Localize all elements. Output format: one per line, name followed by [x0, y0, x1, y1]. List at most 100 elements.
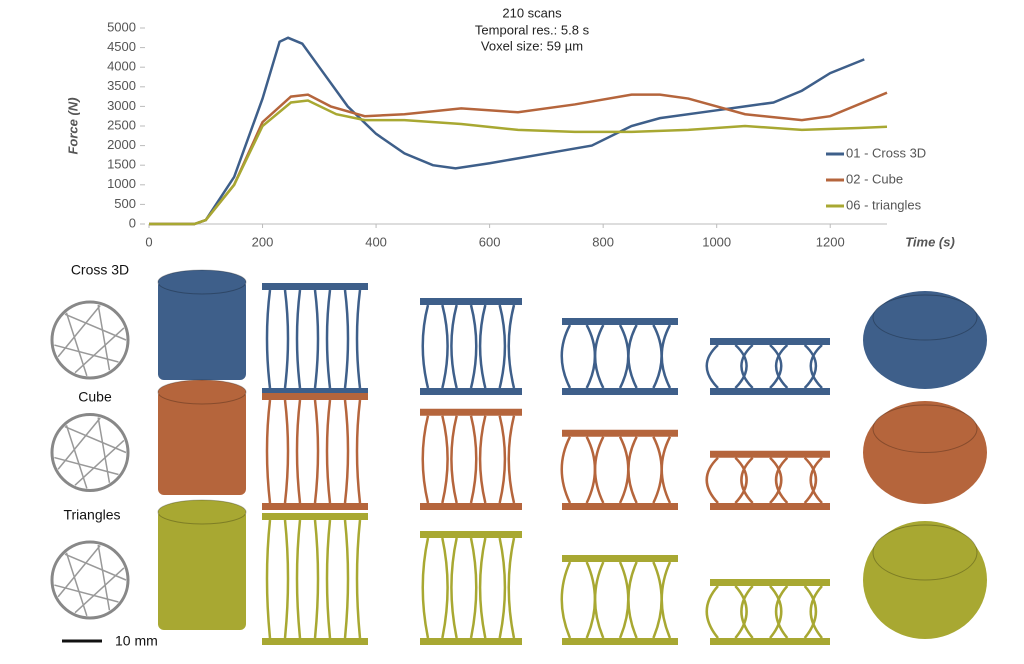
y-tick-label: 2500 [107, 117, 136, 132]
line [149, 99, 888, 226]
strut [325, 289, 332, 389]
cross-section-strut [97, 417, 111, 483]
legend-label: 01 - Cross 3D [846, 145, 926, 160]
plate [420, 503, 522, 510]
specimen [158, 390, 246, 495]
annotation: 210 scans [502, 5, 562, 20]
specimen [158, 280, 246, 380]
strut [421, 537, 430, 639]
plate [262, 513, 368, 520]
scale-bar-label: 10 mm [115, 633, 158, 649]
strut [585, 436, 597, 504]
strut [343, 519, 350, 639]
plate [420, 531, 522, 538]
strut [660, 436, 672, 504]
y-tick-label: 500 [114, 196, 136, 211]
y-tick-label: 5000 [107, 19, 136, 34]
strut [295, 289, 302, 389]
plate [710, 579, 830, 586]
plate [710, 450, 830, 458]
strut [774, 585, 789, 639]
strut [627, 436, 638, 504]
x-tick-label: 600 [479, 234, 501, 249]
strut [652, 436, 663, 504]
cross-section-strut [65, 312, 88, 377]
strut [769, 456, 783, 504]
strut [734, 344, 748, 389]
strut [441, 304, 449, 389]
y-tick-label: 1000 [107, 176, 136, 191]
strut [618, 561, 630, 639]
strut [343, 399, 350, 504]
y-tick-label: 4500 [107, 39, 136, 54]
crushed-specimen-top [872, 524, 978, 581]
strut [705, 585, 719, 639]
strut [660, 561, 672, 639]
strut [469, 537, 478, 639]
plate [420, 388, 522, 395]
strut [560, 324, 572, 389]
strut [313, 289, 320, 389]
annotation: Temporal res.: 5.8 s [475, 22, 590, 37]
row-label: Cross 3D [71, 262, 129, 278]
strut [585, 561, 597, 639]
strut [618, 436, 630, 504]
plate [262, 283, 368, 290]
strut [283, 399, 290, 504]
strut [265, 399, 272, 504]
line [149, 36, 865, 226]
plate [420, 298, 522, 305]
strut [740, 585, 754, 639]
cross-section-strut [65, 552, 88, 617]
crushed-specimen-top [872, 404, 978, 453]
plate [710, 338, 830, 345]
strut [450, 537, 458, 639]
strut [593, 324, 605, 389]
cross-section [50, 413, 130, 492]
strut [627, 324, 638, 389]
plate [710, 388, 830, 395]
specimen [158, 510, 246, 630]
y-tick-label: 2000 [107, 137, 136, 152]
strut [498, 415, 507, 504]
plate [562, 638, 678, 645]
strut [283, 519, 290, 639]
plate [562, 429, 678, 437]
cross-section-strut [54, 584, 119, 603]
legend-label: 02 - Cube [846, 171, 903, 186]
strut [618, 324, 630, 389]
legend-label: 06 - triangles [846, 197, 922, 212]
strut [507, 537, 516, 639]
strut [705, 456, 719, 504]
crushed-specimen-top [872, 294, 978, 341]
strut [734, 585, 748, 639]
strut [498, 537, 507, 639]
x-tick-label: 1000 [702, 234, 731, 249]
strut [585, 324, 597, 389]
strut [652, 324, 663, 389]
plate [710, 638, 830, 645]
plate [262, 388, 368, 395]
strut [441, 415, 449, 504]
strut [809, 456, 823, 504]
annotation: Voxel size: 59 µm [481, 38, 583, 53]
y-axis-label: Force (N) [65, 97, 80, 154]
strut [283, 289, 290, 389]
cross-section-strut [65, 425, 88, 489]
x-tick-label: 200 [252, 234, 274, 249]
row-label: Triangles [63, 507, 120, 523]
strut [769, 585, 783, 639]
x-tick-label: 400 [365, 234, 387, 249]
strut [295, 519, 302, 639]
strut [478, 415, 487, 504]
strut [478, 304, 487, 389]
cross-section [50, 540, 130, 620]
strut [478, 537, 487, 639]
strut [809, 344, 823, 389]
row-label: Cube [78, 389, 112, 405]
strut [560, 561, 572, 639]
x-tick-label: 1200 [816, 234, 845, 249]
strut [450, 304, 458, 389]
strut [421, 304, 430, 389]
